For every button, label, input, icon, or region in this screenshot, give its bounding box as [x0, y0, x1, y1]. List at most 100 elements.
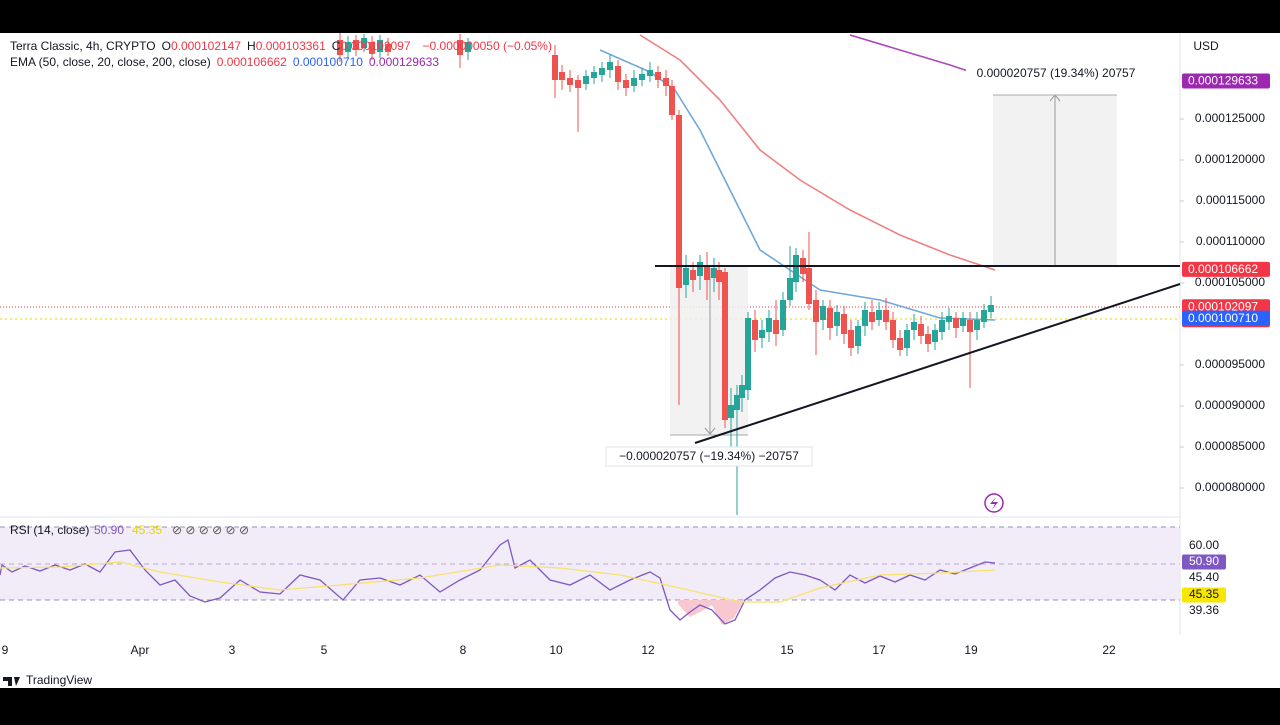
price-badge	[1182, 73, 1270, 89]
candle-body	[567, 78, 573, 85]
candle-body	[722, 272, 728, 420]
ema-title[interactable]: EMA (50, close, 20, close, 200, close)	[10, 55, 211, 69]
candle-body	[683, 268, 689, 285]
price-badge	[1182, 261, 1270, 277]
candle-body	[690, 270, 696, 280]
price-badge	[1182, 310, 1270, 326]
candle-body	[552, 55, 558, 80]
candle-body	[711, 268, 717, 278]
rsi-oversold-fill	[678, 600, 744, 625]
rsi-value: 50.90	[94, 523, 124, 537]
rsi-icons[interactable]: ⊘ ⊘ ⊘ ⊘ ⊘ ⊘	[172, 523, 249, 537]
ohlc-label: C	[331, 39, 341, 53]
ema-values: 0.000106662 0.000100710 0.000129633	[217, 55, 445, 69]
candle-body	[575, 80, 581, 88]
candle-body	[876, 310, 882, 320]
legend-ema: EMA (50, close, 20, close, 200, close) 0.…	[10, 55, 451, 69]
candle-body	[583, 76, 589, 84]
candle-body	[967, 320, 973, 332]
candle-body	[361, 38, 367, 48]
candle-body	[669, 86, 675, 115]
x-tick-label: Apr	[131, 643, 150, 657]
candle-body	[939, 320, 945, 332]
candle-body	[918, 324, 924, 336]
ohlc-label: H	[247, 39, 256, 53]
candle-body	[981, 310, 987, 322]
x-tick-label: 22	[1102, 643, 1116, 657]
candle-body	[813, 300, 819, 322]
candles	[337, 33, 994, 515]
candle-body	[739, 385, 745, 398]
candle-body	[697, 262, 703, 276]
rsi-tick: 50.90	[1189, 554, 1219, 568]
rsi-ma-line	[0, 561, 996, 603]
ohlc-value: 0.000102147	[170, 39, 242, 53]
rsi-scale: 60.00 50.90 45.40 45.35 39.36	[1182, 538, 1226, 617]
candle-body	[353, 40, 359, 50]
candle-body	[988, 305, 994, 312]
legend-main: Terra Classic, 4h, CRYPTO O0.000102147 H0.…	[10, 39, 558, 53]
rsi-tick: 45.35	[1189, 587, 1219, 601]
label-bg	[966, 64, 1146, 83]
rsi-tick: 60.00	[1189, 538, 1219, 552]
candle-body	[377, 40, 383, 52]
candle-body	[457, 40, 463, 55]
x-tick-label: 3	[229, 643, 236, 657]
rsi-ma: 45.35	[132, 523, 162, 537]
candle-body	[848, 330, 854, 348]
candle-body	[911, 322, 917, 330]
candle-body	[946, 316, 952, 322]
badge-label: 0.000106662	[1188, 262, 1258, 276]
measure-label: −0.000020757 (−19.34%) −20757	[619, 449, 799, 463]
candle-body	[559, 72, 565, 80]
candle-body	[960, 318, 966, 326]
rsi-badge	[1182, 554, 1226, 570]
candle-body	[841, 314, 847, 334]
candle-body	[752, 320, 758, 340]
candle-body	[745, 318, 751, 390]
price-tick: 0.000105000	[1195, 275, 1265, 289]
arrow-head	[704, 427, 716, 435]
price-tick: 0.000115000	[1196, 193, 1266, 207]
badge-label: 0.000100710	[1188, 311, 1258, 325]
currency[interactable]: USD	[1193, 39, 1219, 53]
ohlc: O0.000102147 H0.000103361 C0.000102097	[162, 39, 417, 53]
ohlc-label: O	[161, 39, 171, 53]
candle-body	[663, 78, 669, 86]
candle-body	[716, 270, 722, 282]
ema-value: 0.000100710	[292, 55, 363, 69]
candle-body	[806, 268, 812, 304]
candle-body	[655, 72, 661, 80]
candle-body	[855, 326, 861, 346]
price-tick: 0.000080000	[1195, 480, 1265, 494]
ema-50	[639, 34, 996, 271]
candle-body	[385, 44, 391, 52]
candle-body	[631, 78, 637, 86]
candle-body	[862, 310, 868, 326]
price-tick: 0.000095000	[1195, 357, 1265, 371]
candle-body	[834, 312, 840, 326]
candle-body	[890, 320, 896, 340]
candle-body	[932, 330, 938, 342]
candle-body	[599, 68, 605, 75]
footer-brand: TradingView	[26, 673, 92, 687]
rsi-tick: 45.40	[1189, 570, 1219, 584]
candle-body	[369, 42, 375, 54]
candle-body	[869, 312, 875, 322]
logo	[3, 677, 20, 686]
candle-body	[345, 42, 351, 52]
x-tick-label: 17	[872, 643, 886, 657]
badge-label: 0.000102097	[1188, 299, 1258, 313]
price-tick: 0.000090000	[1195, 398, 1265, 412]
x-axis: 9 Apr 3 5 8 10 12 15 17 19 22	[2, 643, 1116, 657]
candle-body	[883, 310, 889, 322]
candle-body	[647, 70, 653, 76]
x-tick-label: 8	[460, 643, 467, 657]
candle-body	[904, 330, 910, 348]
trend-line	[694, 283, 1181, 444]
candle-body	[728, 405, 734, 418]
x-tick-label: 5	[321, 643, 328, 657]
price-scale: 0.000125000 0.000120000 0.000115000 0.00011…	[1180, 73, 1270, 494]
candle-body	[793, 255, 799, 282]
symbol[interactable]: Terra Classic, 4h, CRYPTO	[10, 39, 156, 53]
